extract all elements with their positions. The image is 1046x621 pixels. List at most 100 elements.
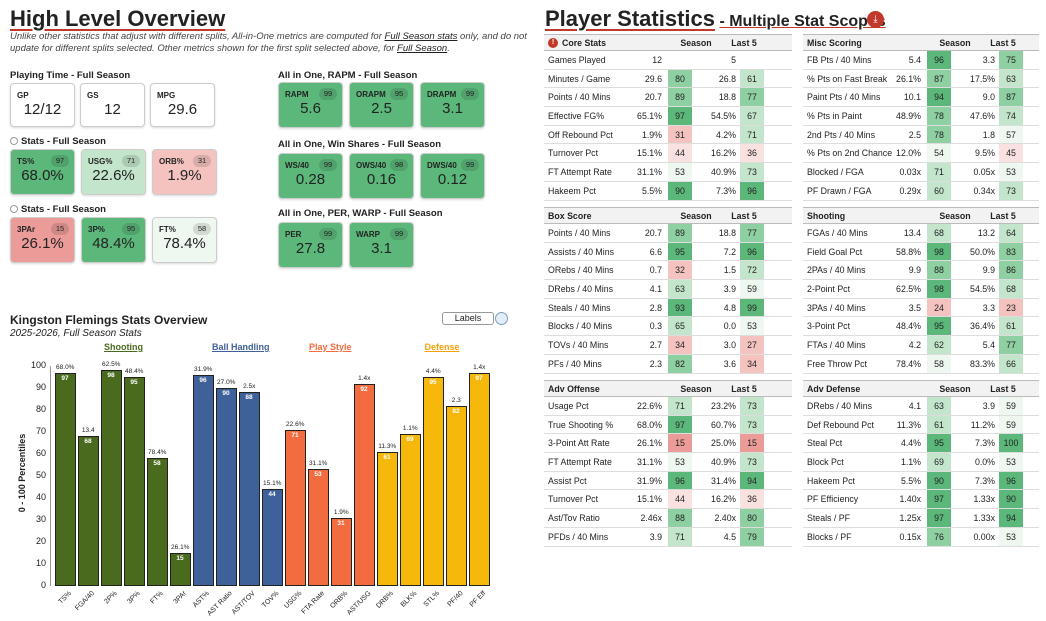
chart-bar[interactable] [78, 436, 99, 586]
y-tick-label: 70 [35, 426, 46, 436]
last5-percentile: 59 [999, 415, 1023, 434]
chart-bar[interactable] [262, 489, 283, 586]
chart-bar[interactable] [170, 553, 191, 586]
category-label: Shooting [104, 342, 143, 352]
x-tick-label: 2P% [103, 590, 120, 606]
chart-title: Kingston Flemings Stats Overview [10, 313, 208, 327]
table-row: True Shooting % 68.0% 97 60.7% 73 [544, 415, 792, 435]
last5-percentile: 36 [740, 490, 764, 509]
chart-bar[interactable] [147, 458, 168, 586]
chart-bar[interactable] [308, 469, 329, 586]
labels-toggle-switch[interactable] [495, 312, 508, 325]
chart-bar[interactable] [331, 517, 352, 586]
table-row: 2nd Pts / 40 Mins 2.5 78 1.8 57 [803, 125, 1039, 145]
season-percentile [668, 51, 692, 69]
stats2-label[interactable]: Stats - Full Season [10, 204, 106, 215]
chart-bar[interactable] [239, 392, 260, 586]
bar-percentile-label: 96 [199, 376, 207, 384]
table-row: 3-Point Pct 48.4% 95 36.4% 61 [803, 317, 1039, 337]
table-row: PFs / 40 Mins 2.3 82 3.6 34 [544, 354, 792, 374]
stat-card: RAPM 5.6 99 [278, 82, 343, 128]
row-label: Effective FG% [548, 110, 605, 121]
last5-value: 1.33x [973, 494, 995, 505]
table-row: 2-Point Pct 62.5% 98 54.5% 68 [803, 280, 1039, 299]
chart-bar[interactable] [354, 383, 375, 586]
row-label: % Pts on 2nd Chance [807, 148, 893, 159]
stats1-label[interactable]: Stats - Full Season [10, 136, 106, 147]
chart-bar[interactable] [101, 370, 122, 586]
table-row: Def Rebound Pct 11.3% 61 11.2% 59 [803, 415, 1039, 435]
chart-bar[interactable] [124, 377, 145, 586]
info-icon[interactable]: ! [548, 37, 558, 48]
bar-stat-label: 1.4x [358, 374, 371, 382]
row-label: Blocked / FGA [807, 166, 864, 177]
chart-bar[interactable] [469, 372, 490, 586]
bar-percentile-label: 88 [245, 394, 253, 402]
bar-stat-label: 27.0% [217, 379, 236, 386]
row-label: Assist Pct [548, 475, 587, 486]
season-value: 4.2 [908, 339, 921, 350]
last5-header: Last 5 [990, 37, 1016, 48]
bar-stat-label: 48.4% [125, 368, 144, 375]
row-label: PF Efficiency [807, 494, 859, 505]
table-row: Block Pct 1.1% 69 0.0% 53 [803, 453, 1039, 472]
stats2-radio[interactable] [10, 205, 18, 213]
season-value: 11.3% [896, 419, 921, 430]
percentile-pill: 15 [51, 223, 69, 235]
chart-bar[interactable] [55, 372, 76, 586]
row-label: Points / 40 Mins [548, 227, 611, 238]
last5-percentile: 61 [740, 69, 764, 88]
stats-table: Box Score Season Last 5 Points / 40 Mins 20.… [544, 207, 792, 374]
row-label: % Pts in Paint [807, 110, 862, 121]
stats-table: Adv Offense Season Last 5 Usage Pct 22.6% 71 2… [544, 380, 792, 547]
chart-bar[interactable] [216, 388, 237, 586]
row-label: Def Rebound Pct [807, 419, 874, 430]
season-percentile: 32 [668, 261, 692, 280]
bar-percentile-label: 98 [107, 372, 115, 380]
last5-value: 1.33x [973, 512, 995, 523]
chart-bar[interactable] [400, 434, 421, 586]
last5-percentile: 27 [740, 336, 764, 354]
chart-bar[interactable] [446, 405, 467, 586]
season-value: 22.6% [637, 400, 662, 411]
table-row: FB Pts / 40 Mins 5.4 96 3.3 75 [803, 51, 1039, 70]
chart-bar[interactable] [423, 377, 444, 586]
last5-value: 2.40x [714, 512, 736, 523]
table-title: Box Score [548, 208, 592, 223]
chart-bar[interactable] [285, 429, 306, 586]
note-link-full-season[interactable]: Full Season [397, 43, 448, 54]
labels-toggle-button[interactable]: Labels [442, 312, 494, 325]
download-icon[interactable]: ⤓ [867, 11, 884, 28]
last5-percentile: 57 [999, 125, 1023, 144]
season-percentile: 61 [927, 415, 951, 434]
stat-card: ORAPM 2.5 95 [349, 82, 414, 128]
x-tick-label: FGA/40 [74, 590, 97, 613]
bar-percentile-label: 61 [383, 453, 391, 461]
chart-bar[interactable] [193, 374, 214, 586]
season-percentile: 96 [668, 471, 692, 490]
season-percentile: 98 [927, 242, 951, 261]
season-value: 29.6 [644, 73, 662, 84]
season-percentile: 44 [668, 144, 692, 163]
percentile-pill: 99 [461, 88, 479, 100]
y-tick-label: 90 [35, 382, 46, 392]
season-value: 10.1 [903, 92, 921, 103]
last5-value: 7.2 [723, 246, 736, 257]
stats1-radio[interactable] [10, 137, 18, 145]
last5-value: 25.0% [711, 438, 736, 449]
chart-bar[interactable] [377, 451, 398, 586]
stat-card: DWS/40 0.12 99 [420, 153, 485, 199]
x-tick-label: FT% [149, 590, 166, 606]
season-value: 0.15x [899, 531, 921, 542]
stat-card-label: GP [17, 91, 29, 100]
row-label: Hakeem Pct [807, 475, 855, 486]
last5-percentile: 73 [740, 415, 764, 434]
note-link-full-season-stats[interactable]: Full Season stats [384, 31, 458, 42]
last5-value: 3.3 [982, 54, 995, 65]
last5-percentile: 96 [999, 471, 1023, 490]
table-title-text: Misc Scoring [807, 37, 862, 48]
stat-card: TS% 68.0% 97 [10, 149, 75, 195]
table-row: Turnover Pct 15.1% 44 16.2% 36 [544, 490, 792, 510]
last5-value: 1.5 [723, 265, 736, 276]
row-label: 2nd Pts / 40 Mins [807, 129, 875, 140]
